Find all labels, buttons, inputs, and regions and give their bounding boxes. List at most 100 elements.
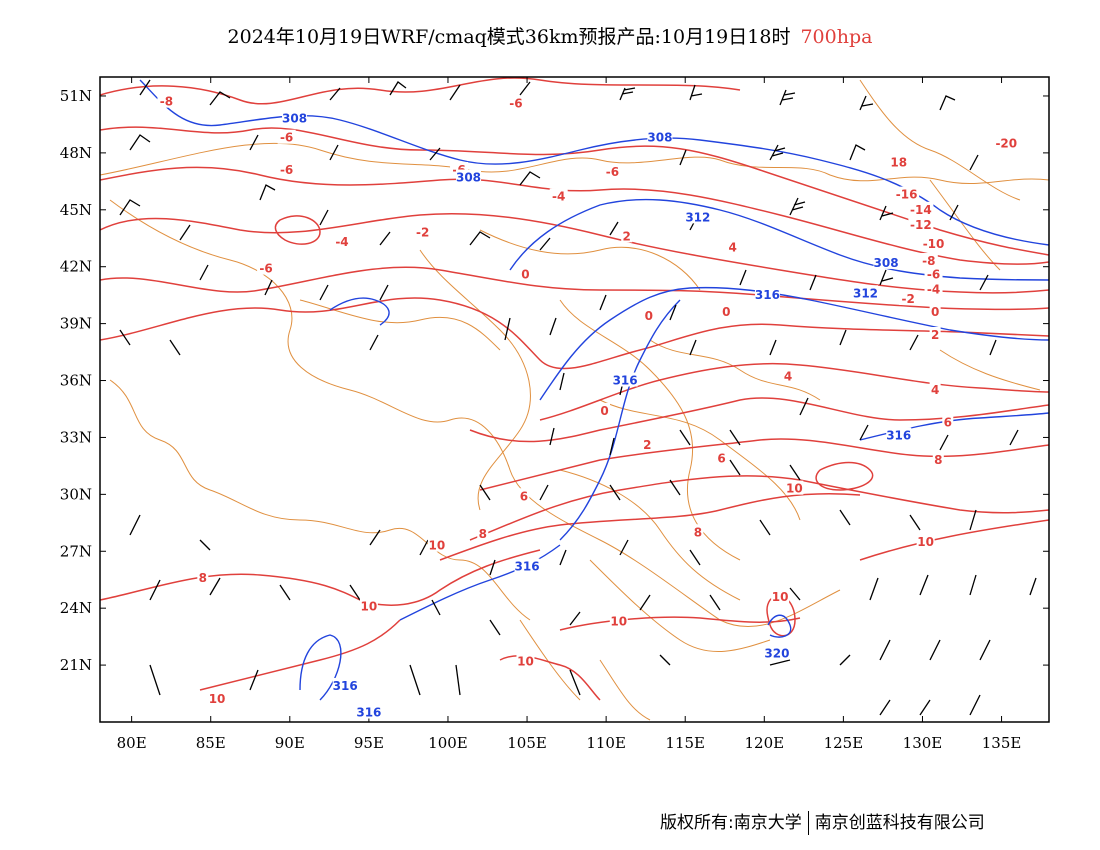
isotherm-label: -12 [910, 218, 932, 232]
height-contour-label: 316 [755, 288, 780, 302]
isotherm-label-bg [993, 135, 1019, 150]
height-contour-label-bg [873, 254, 899, 269]
height-contour-label-bg [685, 209, 711, 224]
isotherm-label: -20 [995, 136, 1017, 150]
isotherm-label-bg [549, 188, 568, 203]
lon-tick-label: 120E [745, 734, 785, 752]
isotherm-label-bg [899, 290, 918, 305]
isotherm-label-bg [924, 281, 943, 296]
isotherm-label: 10 [209, 692, 226, 706]
lon-tick-label: 90E [275, 734, 305, 752]
lat-tick-label: 27N [60, 542, 92, 560]
height-contour-label-bg [456, 169, 482, 184]
isotherm-label: 10 [361, 599, 378, 613]
map-title: 2024年10月19日WRF/cmaq模式36km预报产品:10月19日18时 7… [0, 22, 1100, 49]
height-contour-label-bg [282, 110, 308, 125]
copyright-divider [807, 811, 809, 835]
height-contour-label-bg [764, 645, 790, 660]
isotherm-label: -6 [280, 163, 293, 177]
lat-tick-label: 45N [60, 201, 92, 219]
isotherm-label: 6 [717, 451, 725, 465]
lat-tick-label: 42N [60, 258, 92, 276]
lon-tick-label: 115E [665, 734, 705, 752]
height-contour-label: 308 [282, 112, 307, 126]
map-frame [99, 76, 1050, 723]
isotherm-label: 10 [517, 654, 534, 668]
isotherm-label-bg [692, 524, 704, 539]
isotherm-label-bg [643, 308, 655, 323]
isotherm-label-bg [477, 526, 489, 541]
admin-borders [100, 79, 1049, 721]
isotherm-label-bg [942, 414, 954, 429]
isotherm-label-bg [908, 201, 934, 216]
isotherm-label: -4 [927, 282, 940, 296]
height-contour-label: 308 [456, 171, 481, 185]
isotherm-label: 4 [784, 370, 792, 384]
height-contour-label: 312 [685, 210, 710, 224]
isotherm-label: 6 [520, 489, 528, 503]
isotherm-label-bg [257, 260, 276, 275]
isotherm-label: 0 [645, 309, 653, 323]
isotherm-label: 0 [521, 267, 529, 281]
isotherm-label-bg [889, 154, 908, 169]
isotherm-label-bg [332, 234, 351, 249]
isotherm-label: 18 [890, 155, 907, 169]
isotherm-label-bg [519, 266, 531, 281]
isotherm-label: -6 [927, 267, 940, 281]
isotherm-label-bg [157, 93, 176, 108]
isotherm-label-bg [603, 163, 622, 178]
height-contour-label: 316 [613, 374, 638, 388]
isotherm-label-bg [413, 224, 432, 239]
height-contour-label-bg [612, 372, 638, 387]
lat-tick-label: 36N [60, 372, 92, 390]
isotherm-label: -6 [280, 131, 293, 145]
isotherm-label: 10 [786, 482, 803, 496]
lon-tick-label: 105E [507, 734, 547, 752]
isotherm-label: 0 [722, 305, 730, 319]
wind-barbs [119, 79, 1037, 716]
height-contour-label: 308 [647, 131, 672, 145]
isotherm-label-bg [716, 450, 728, 465]
temperature-isotherms [100, 77, 1049, 701]
height-contour-label: 316 [356, 706, 381, 720]
height-contour-label-bg [853, 285, 879, 300]
isotherm-label: 8 [479, 527, 487, 541]
isotherm-label: 4 [728, 241, 736, 255]
lon-tick-label: 125E [824, 734, 864, 752]
lon-tick-label: 110E [586, 734, 626, 752]
isotherm-label: 8 [934, 453, 942, 467]
isotherm-label-bg [516, 653, 535, 668]
height-contour-label: 316 [886, 429, 911, 443]
isotherm-label: 8 [199, 571, 207, 585]
isotherm-label-bg [427, 537, 446, 552]
lat-tick-label: 51N [60, 87, 92, 105]
isotherm-label-bg [506, 95, 525, 110]
isotherm-label: -6 [606, 165, 619, 179]
axis-ticks [100, 77, 1049, 722]
lat-tick-label: 30N [60, 485, 92, 503]
lat-tick-label: 48N [60, 144, 92, 162]
lon-tick-label: 100E [428, 734, 468, 752]
isotherm-label: 4 [931, 383, 939, 397]
map-labels: 80E 85E 90E 95E 100E 105E 110E 115E 120E 125E 130E… [60, 87, 1022, 752]
copyright-owner: 版权所有:南京大学 [660, 813, 802, 833]
isotherm-label: 10 [610, 614, 627, 628]
isotherm-label: 10 [772, 590, 789, 604]
isotherm-label: 10 [429, 539, 446, 553]
isotherm-label-bg [727, 239, 739, 254]
lon-tick-label: 85E [196, 734, 226, 752]
lat-tick-label: 39N [60, 315, 92, 333]
isotherm-label-bg [919, 253, 938, 268]
height-contour-label: 316 [333, 679, 358, 693]
geopotential-contours [139, 79, 1049, 701]
isotherm-label-bg [785, 480, 804, 495]
height-contour-label-bg [754, 287, 780, 302]
isotherm-label: 6 [944, 415, 952, 429]
lat-tick-label: 21N [60, 656, 92, 674]
isotherm-label-bg [929, 382, 941, 397]
isotherm-label: 8 [694, 525, 702, 539]
height-contour-label-bg [356, 704, 382, 719]
isotherm-label: 10 [917, 535, 934, 549]
isotherm-label-bg [932, 452, 944, 467]
